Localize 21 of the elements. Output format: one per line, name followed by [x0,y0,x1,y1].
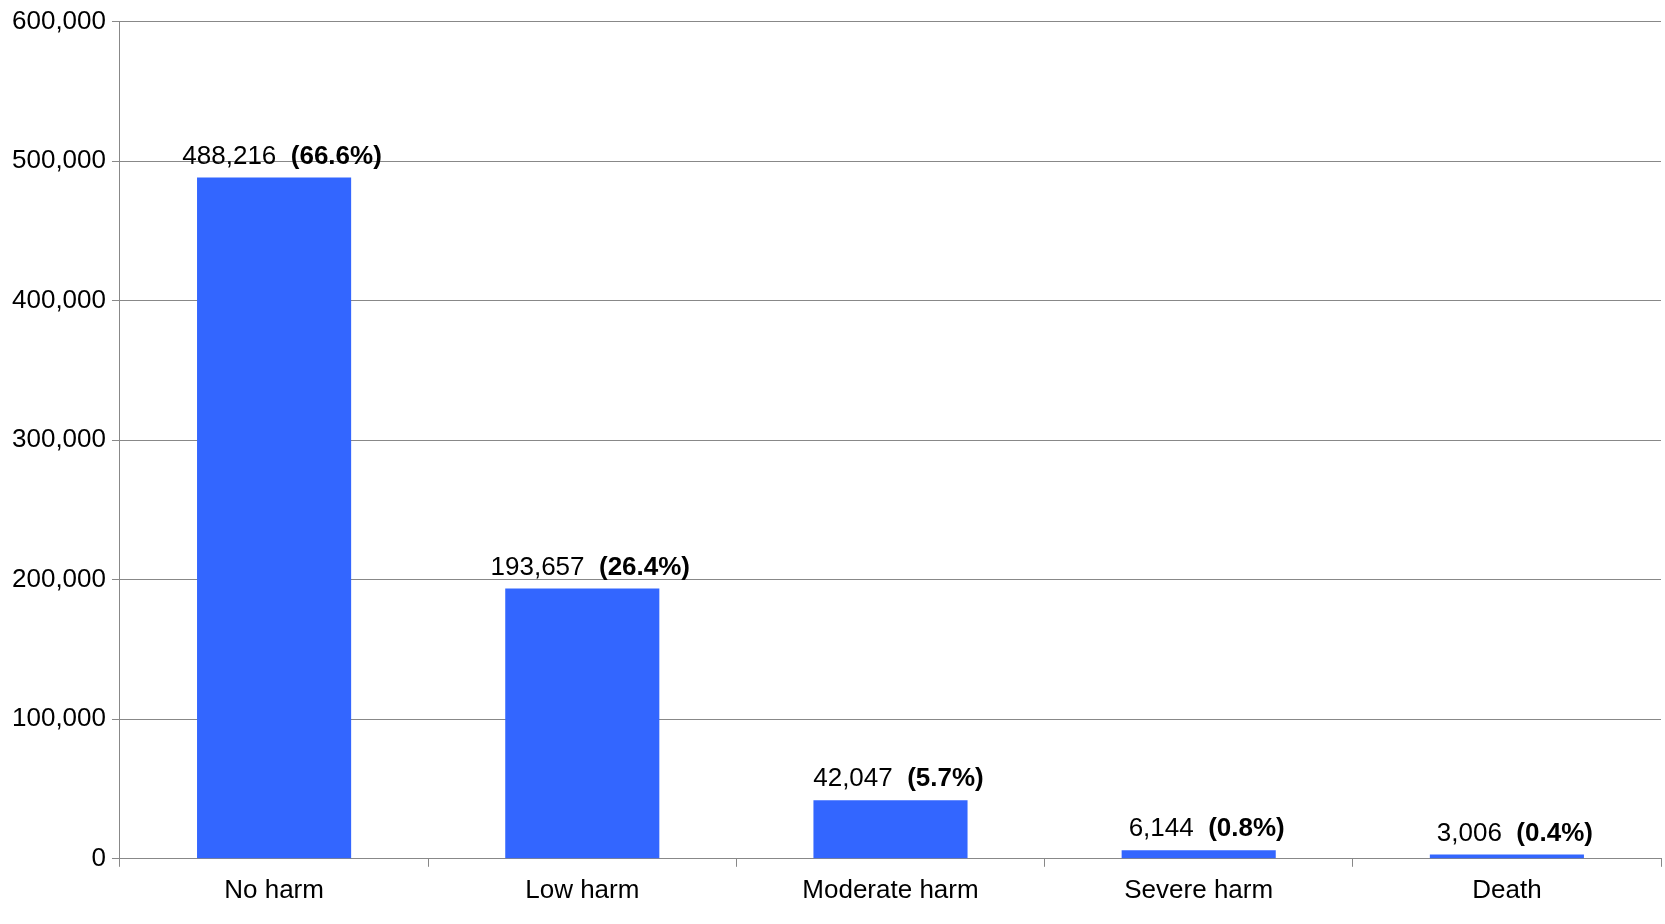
bar [1121,850,1276,859]
x-tick-label: No harm [224,873,324,904]
y-tick-label: 200,000 [12,562,106,593]
y-tick-label: 100,000 [12,702,106,733]
data-label: 42,047 (5.7%) [813,762,984,793]
y-tick-label: 600,000 [12,4,106,35]
y-tick-label: 400,000 [12,283,106,314]
y-tick-label: 0 [91,841,106,872]
bar [197,177,352,859]
data-label: 488,216 (66.6%) [182,139,382,170]
y-tick-label: 300,000 [12,423,106,454]
bar [813,800,968,859]
data-label: 3,006 (0.4%) [1436,816,1593,847]
y-tick-label: 500,000 [12,144,106,175]
data-label: 193,657 (26.4%) [490,550,691,581]
data-label: 6,144 (0.8%) [1128,812,1285,843]
bar [505,588,660,859]
x-tick-label: Low harm [525,873,640,904]
x-tick-label: Death [1472,873,1542,904]
x-tick-label: Severe harm [1124,873,1274,904]
x-tick-label: Moderate harm [802,873,979,904]
